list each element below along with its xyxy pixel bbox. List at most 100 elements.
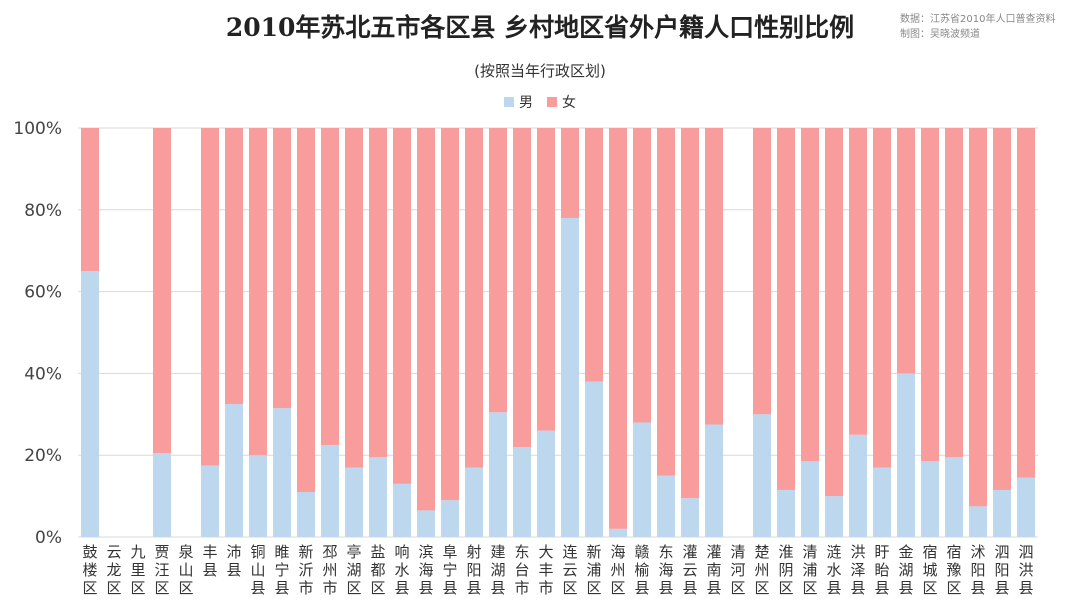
bar-male bbox=[993, 489, 1011, 537]
x-tick-label: 清浦区 bbox=[802, 543, 817, 597]
bar-male bbox=[753, 414, 771, 537]
x-tick-label: 新沂市 bbox=[298, 543, 313, 597]
x-tick-label: 射阳县 bbox=[466, 543, 481, 597]
x-tick-label: 清河区 bbox=[730, 543, 745, 597]
source-note: 数据：江苏省2010年人口普查资料 制图：吴晓波频道 bbox=[900, 12, 1055, 42]
y-tick-label: 100% bbox=[13, 119, 62, 139]
x-tick-label: 铜山县 bbox=[250, 543, 265, 597]
bar-male bbox=[681, 498, 699, 537]
x-tick-label: 赣榆县 bbox=[634, 543, 649, 597]
bar-male bbox=[513, 447, 531, 537]
y-tick-label: 20% bbox=[24, 446, 62, 466]
x-tick-label: 睢宁县 bbox=[274, 543, 289, 597]
bar-male bbox=[897, 373, 915, 537]
bar-female bbox=[249, 128, 267, 456]
source-author-line: 制图：吴晓波频道 bbox=[900, 29, 980, 40]
x-tick-label: 连云区 bbox=[562, 543, 577, 597]
bar-male bbox=[705, 424, 723, 537]
bar-female bbox=[321, 128, 339, 445]
bar-female bbox=[297, 128, 315, 493]
bar-female bbox=[201, 128, 219, 466]
bar-female bbox=[561, 128, 579, 218]
bar-female bbox=[81, 128, 99, 272]
x-tick-label: 宿城区 bbox=[922, 543, 937, 597]
bar-male bbox=[537, 430, 555, 537]
x-tick-label: 大丰市 bbox=[538, 543, 553, 597]
x-tick-label: 沛县 bbox=[226, 543, 241, 579]
bar-female bbox=[393, 128, 411, 484]
x-tick-label: 建湖县 bbox=[490, 543, 505, 597]
bar-male bbox=[777, 489, 795, 537]
x-tick-label: 宿豫区 bbox=[946, 543, 961, 597]
bar-female bbox=[993, 128, 1011, 490]
bar-male bbox=[369, 457, 387, 537]
bar-female bbox=[633, 128, 651, 423]
bar-male bbox=[153, 453, 171, 537]
bar-male bbox=[825, 496, 843, 537]
bar-female bbox=[369, 128, 387, 458]
bar-female bbox=[609, 128, 627, 529]
legend-label-female: 女 bbox=[562, 95, 576, 111]
bar-female bbox=[273, 128, 291, 409]
x-tick-label: 盱眙县 bbox=[874, 543, 889, 597]
bar-male bbox=[1017, 477, 1035, 537]
bar-male bbox=[441, 500, 459, 537]
legend-swatch-female bbox=[547, 97, 557, 107]
bar-female bbox=[585, 128, 603, 382]
bar-female bbox=[1017, 128, 1035, 478]
bar-male bbox=[321, 444, 339, 537]
x-tick-label: 丰县 bbox=[202, 543, 217, 579]
x-tick-label: 九里区 bbox=[130, 543, 145, 597]
x-tick-label: 阜宁县 bbox=[442, 543, 457, 597]
bar-male bbox=[873, 467, 891, 537]
x-tick-label: 海州区 bbox=[610, 543, 625, 597]
bar-male bbox=[225, 404, 243, 537]
bar-female bbox=[705, 128, 723, 425]
bar-male bbox=[921, 461, 939, 537]
bar-female bbox=[537, 128, 555, 431]
x-tick-label: 洪泽县 bbox=[850, 543, 865, 597]
bar-male bbox=[489, 412, 507, 537]
bar-male bbox=[657, 475, 675, 537]
legend-item-female: 女 bbox=[547, 92, 576, 112]
x-tick-label: 响水县 bbox=[394, 543, 409, 597]
legend-swatch-male bbox=[504, 97, 514, 107]
bar-female bbox=[345, 128, 363, 468]
x-tick-label: 灌南县 bbox=[706, 543, 721, 597]
bar-female bbox=[681, 128, 699, 499]
x-tick-label: 新浦区 bbox=[586, 543, 601, 597]
legend: 男 女 bbox=[0, 92, 1080, 112]
x-tick-label: 东台市 bbox=[514, 543, 529, 597]
x-tick-label: 泗洪县 bbox=[1018, 543, 1033, 597]
bar-male bbox=[801, 461, 819, 537]
bar-male bbox=[633, 422, 651, 537]
bar-female bbox=[873, 128, 891, 468]
x-tick-label: 楚州区 bbox=[754, 543, 769, 597]
y-tick-label: 40% bbox=[24, 364, 62, 384]
x-tick-label: 灌云县 bbox=[682, 543, 697, 597]
source-data-line: 数据：江苏省2010年人口普查资料 bbox=[900, 14, 1056, 25]
x-tick-label: 贾汪区 bbox=[154, 543, 169, 597]
bar-female bbox=[801, 128, 819, 462]
x-tick-label: 亭湖区 bbox=[346, 543, 361, 597]
bar-male bbox=[969, 506, 987, 537]
bar-female bbox=[849, 128, 867, 435]
bar-female bbox=[921, 128, 939, 462]
bar-male bbox=[945, 457, 963, 537]
bar-male bbox=[609, 528, 627, 537]
bar-male bbox=[249, 455, 267, 537]
x-tick-label: 滨海县 bbox=[418, 543, 433, 597]
x-tick-label: 淮阴区 bbox=[778, 543, 793, 597]
bar-female bbox=[777, 128, 795, 490]
bar-female bbox=[969, 128, 987, 507]
bar-female bbox=[825, 128, 843, 497]
bar-male bbox=[561, 217, 579, 538]
bar-male bbox=[849, 434, 867, 537]
bar-female bbox=[489, 128, 507, 413]
legend-item-male: 男 bbox=[504, 92, 533, 112]
bar-female bbox=[417, 128, 435, 511]
bar-male bbox=[81, 271, 99, 537]
bar-female bbox=[897, 128, 915, 374]
x-tick-label: 泉山区 bbox=[178, 543, 193, 597]
